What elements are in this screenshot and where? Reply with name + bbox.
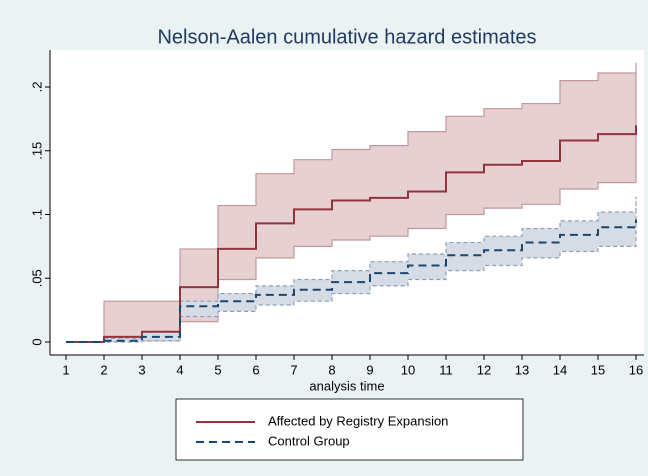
y-tick-label: .05 <box>29 269 44 287</box>
chart-title: Nelson-Aalen cumulative hazard estimates <box>157 26 536 48</box>
x-tick-label: 2 <box>100 362 107 377</box>
y-tick-label: .15 <box>29 142 44 160</box>
x-tick-label: 12 <box>477 362 491 377</box>
y-tick-label: 0 <box>29 338 44 345</box>
confidence-band <box>66 62 637 343</box>
x-tick-label: 1 <box>62 362 69 377</box>
x-axis-label: analysis time <box>309 378 384 393</box>
x-tick-label: 10 <box>401 362 415 377</box>
x-tick-label: 9 <box>366 362 373 377</box>
legend-label: Control Group <box>268 433 350 448</box>
y-tick-label: .2 <box>29 82 44 93</box>
confidence-band <box>66 196 637 343</box>
x-tick-label: 5 <box>214 362 221 377</box>
x-tick-label: 11 <box>439 362 453 377</box>
hazard-line <box>66 219 637 343</box>
legend <box>175 398 524 461</box>
y-tick-label: .1 <box>29 209 44 220</box>
legend-label: Affected by Registry Expansion <box>268 413 448 428</box>
x-tick-label: 3 <box>138 362 145 377</box>
x-tick-label: 16 <box>629 362 643 377</box>
x-tick-label: 15 <box>591 362 605 377</box>
x-tick-label: 14 <box>553 362 567 377</box>
x-tick-label: 8 <box>328 362 335 377</box>
x-tick-label: 6 <box>252 362 259 377</box>
x-tick-label: 13 <box>515 362 529 377</box>
x-tick-label: 4 <box>176 362 183 377</box>
x-tick-label: 7 <box>290 362 297 377</box>
